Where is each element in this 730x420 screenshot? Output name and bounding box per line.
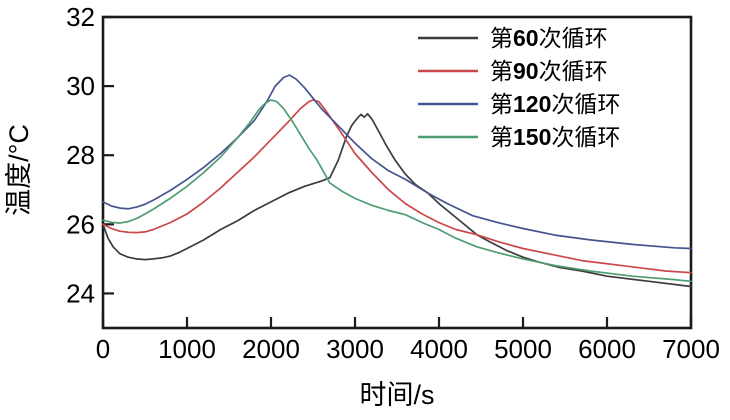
curve-cycle-120 <box>102 74 692 250</box>
curve-cycle-60 <box>102 112 692 288</box>
curve-cycle-150 <box>102 99 692 283</box>
axes-frame <box>101 15 693 330</box>
legend-label-cycle-150: 第150次循环 <box>490 124 620 150</box>
x-tick-label: 4000 <box>410 334 468 364</box>
y-tick-label: 28 <box>66 140 95 170</box>
x-axis-title: 时间/s <box>359 380 434 410</box>
plot-generated: 0 1000 2000 3000 4000 5000 6000 7000 24 26 28 30 32 第… <box>66 2 720 364</box>
x-tick-label: 1000 <box>158 334 216 364</box>
x-tick-label: 7000 <box>662 334 720 364</box>
legend-label-cycle-120: 第120次循环 <box>490 91 620 117</box>
x-tick-label: 2000 <box>242 334 300 364</box>
curve-cycle-90 <box>102 99 692 274</box>
legend-label-cycle-60: 第60次循环 <box>490 25 608 51</box>
y-axis-title: 温度/°C <box>4 124 34 216</box>
x-tick-label: 0 <box>96 334 110 364</box>
y-tick-label: 26 <box>66 209 95 239</box>
legend-label-cycle-90: 第90次循环 <box>490 58 608 84</box>
y-tick-label: 24 <box>66 278 95 308</box>
x-tick-label: 3000 <box>326 334 384 364</box>
x-tick-label: 6000 <box>578 334 636 364</box>
y-tick-label: 32 <box>66 2 95 32</box>
y-tick-label: 30 <box>66 71 95 101</box>
x-tick-label: 5000 <box>494 334 552 364</box>
